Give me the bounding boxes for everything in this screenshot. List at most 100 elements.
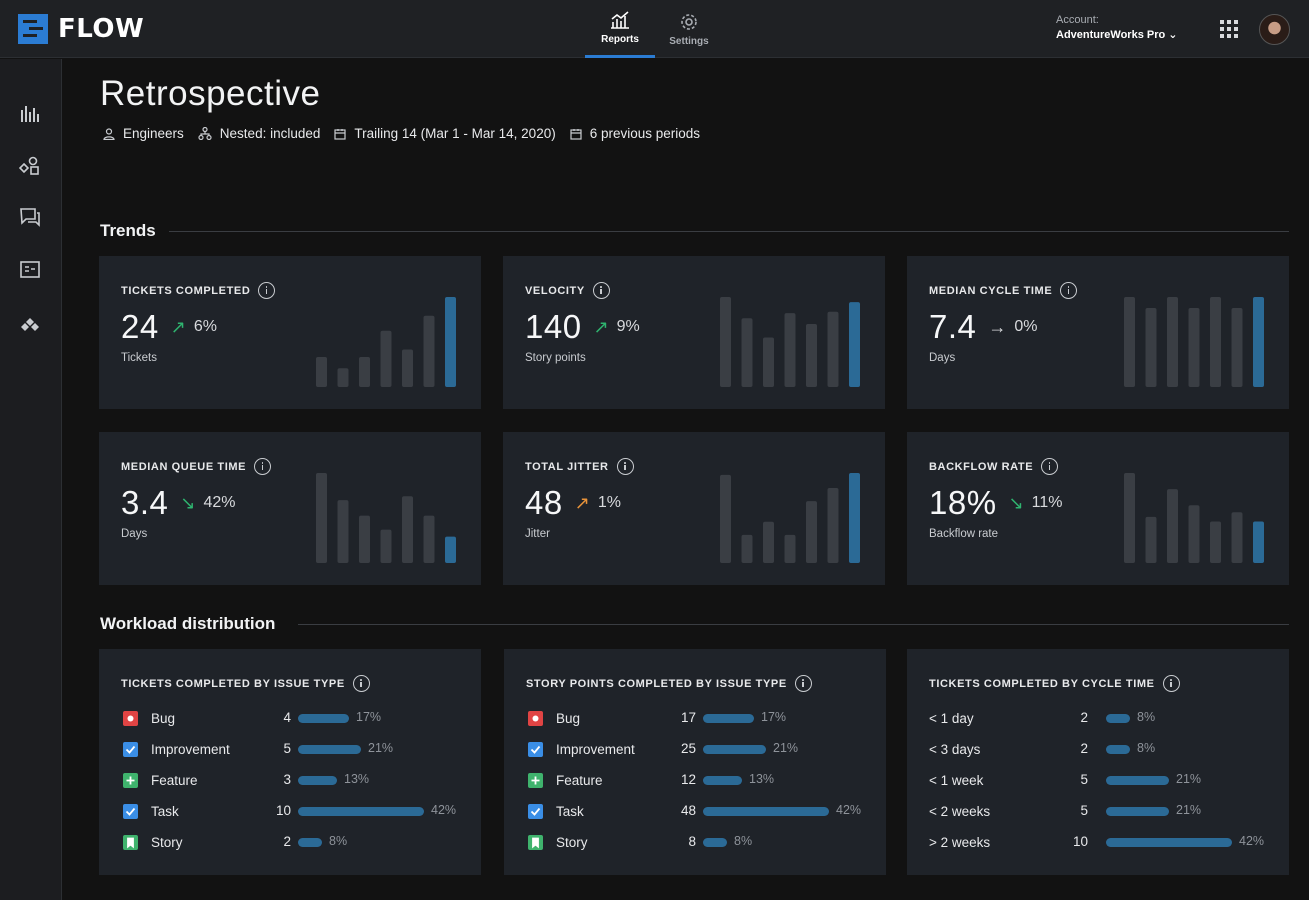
row-percent: 13%: [344, 772, 370, 786]
row-count: 3: [283, 772, 291, 787]
info-icon[interactable]: [794, 675, 812, 692]
row-label: Improvement: [151, 742, 230, 757]
sparkline-bar: [1124, 473, 1135, 563]
trends-heading: Trends: [100, 221, 156, 240]
row-bar: [703, 776, 742, 785]
trend-card[interactable]: MEDIAN QUEUE TIME 3.4 ↘ 42% Days: [99, 432, 481, 585]
workload-card[interactable]: STORY POINTS COMPLETED BY ISSUE TYPE Bug 1…: [504, 649, 886, 875]
row-count: 48: [680, 803, 696, 818]
filter-team[interactable]: Engineers: [103, 126, 184, 141]
distribution-row[interactable]: Feature 3 13%: [121, 771, 471, 793]
distribution-row[interactable]: < 1 week 5 21%: [929, 771, 1279, 793]
tab-settings[interactable]: Settings: [654, 0, 724, 58]
filter-nested[interactable]: Nested: included: [198, 126, 320, 141]
metric-value: 140: [525, 308, 582, 345]
trend-card[interactable]: VELOCITY 140 ↗ 9% Story points: [503, 256, 885, 409]
distribution-row[interactable]: Bug 4 17%: [121, 709, 471, 731]
trend-sparkline: [1124, 473, 1264, 563]
filter-bar: Engineers Nested: included Trailing 14 (…: [103, 126, 714, 141]
distribution-row[interactable]: < 3 days 2 8%: [929, 740, 1279, 762]
info-icon[interactable]: [258, 282, 276, 299]
bug-icon: [123, 711, 138, 726]
card-title: STORY POINTS COMPLETED BY ISSUE TYPE: [526, 675, 812, 692]
trend-card[interactable]: BACKFLOW RATE 18% ↘ 11% Backflow rate: [907, 432, 1289, 585]
distribution-row[interactable]: Story 8 8%: [526, 833, 876, 855]
trend-card[interactable]: MEDIAN CYCLE TIME 7.4 → 0% Days: [907, 256, 1289, 409]
sparkline-bar: [423, 515, 435, 563]
info-icon[interactable]: [592, 282, 610, 299]
distribution-row[interactable]: Task 10 42%: [121, 802, 471, 824]
filter-periods[interactable]: 6 previous periods: [570, 126, 700, 141]
row-percent: 42%: [836, 803, 862, 817]
row-percent: 42%: [1239, 834, 1265, 848]
bar-chart-icon[interactable]: [19, 102, 41, 124]
distribution-row[interactable]: > 2 weeks 10 42%: [929, 833, 1279, 855]
apps-grid-icon[interactable]: [1220, 20, 1238, 38]
filter-date-range[interactable]: Trailing 14 (Mar 1 - Mar 14, 2020): [334, 126, 556, 141]
workload-heading: Workload distribution: [100, 614, 276, 633]
row-count: 10: [275, 803, 291, 818]
trend-sparkline: [316, 297, 456, 387]
distribution-row[interactable]: < 2 weeks 5 21%: [929, 802, 1279, 824]
distribution-row[interactable]: Improvement 25 21%: [526, 740, 876, 762]
workload-card[interactable]: TICKETS COMPLETED BY ISSUE TYPE Bug 4 17% Im…: [99, 649, 481, 875]
code-review-icon[interactable]: [19, 259, 41, 281]
distribution-row[interactable]: < 1 day 2 8%: [929, 709, 1279, 731]
avatar[interactable]: [1259, 14, 1290, 45]
sparkline-bar: [1210, 521, 1221, 563]
metric-unit: Backflow rate: [929, 528, 999, 540]
metric-value: 24: [121, 308, 159, 345]
distribution-row[interactable]: Task 48 42%: [526, 802, 876, 824]
distribution-row[interactable]: Story 2 8%: [121, 833, 471, 855]
row-label: < 2 weeks: [929, 804, 991, 819]
trend-card[interactable]: TICKETS COMPLETED 24 ↗ 6% Tickets: [99, 256, 481, 409]
metric-value: 48: [525, 484, 563, 521]
tab-reports[interactable]: Reports: [585, 0, 655, 58]
plus-icon: [123, 773, 138, 788]
metric-change-percent: 6%: [193, 318, 217, 335]
trend-sparkline: [316, 473, 456, 563]
row-bar: [298, 776, 337, 785]
card-title: TICKETS COMPLETED BY ISSUE TYPE: [121, 675, 370, 692]
chat-icon[interactable]: [19, 206, 41, 228]
account-label: Account:: [1056, 14, 1099, 26]
sparkline-bar: [784, 534, 796, 563]
distribution-row[interactable]: Improvement 5 21%: [121, 740, 471, 762]
distribution-row[interactable]: Bug 17 17%: [526, 709, 876, 731]
row-count: 8: [688, 834, 696, 849]
row-bar: [298, 838, 322, 847]
metric-unit: Days: [929, 352, 956, 364]
metric: 7.4 → 0%: [929, 308, 1038, 346]
info-icon[interactable]: [616, 458, 634, 475]
trend-card[interactable]: TOTAL JITTER 48 ↗ 1% Jitter: [503, 432, 885, 585]
page-title: Retrospective: [100, 74, 321, 113]
logo-text: FLOW: [58, 14, 145, 44]
shapes-icon[interactable]: [19, 155, 41, 177]
row-bar: [298, 714, 349, 723]
row-bar: [298, 745, 361, 754]
info-icon[interactable]: [352, 675, 370, 692]
sparkline-bar: [445, 536, 456, 563]
info-icon[interactable]: [254, 458, 272, 475]
sparkline-bar: [849, 302, 860, 387]
info-icon[interactable]: [1162, 675, 1180, 692]
row-bar: [703, 838, 727, 847]
trend-flat-arrow-icon: →: [988, 316, 1007, 337]
row-label: Story: [151, 835, 183, 850]
bug-icon: [528, 711, 543, 726]
workload-divider: [298, 624, 1289, 625]
info-icon[interactable]: [1060, 282, 1078, 299]
card-title-text: TOTAL JITTER: [525, 460, 609, 473]
workload-card[interactable]: TICKETS COMPLETED BY CYCLE TIME < 1 day 2 8…: [907, 649, 1289, 875]
distribution-row[interactable]: Feature 12 13%: [526, 771, 876, 793]
diamonds-icon[interactable]: [19, 316, 41, 338]
sparkline-bar: [316, 473, 327, 563]
row-bar: [1106, 776, 1169, 785]
row-percent: 8%: [329, 834, 348, 848]
card-title: VELOCITY: [525, 282, 610, 299]
calendar-icon: [570, 128, 582, 140]
account-switcher[interactable]: Account: AdventureWorks Pro ⌄: [1056, 14, 1177, 41]
metric: 18% ↘ 11%: [929, 484, 1063, 522]
info-icon[interactable]: [1041, 458, 1059, 475]
flow-logo[interactable]: FLOW: [18, 14, 144, 44]
